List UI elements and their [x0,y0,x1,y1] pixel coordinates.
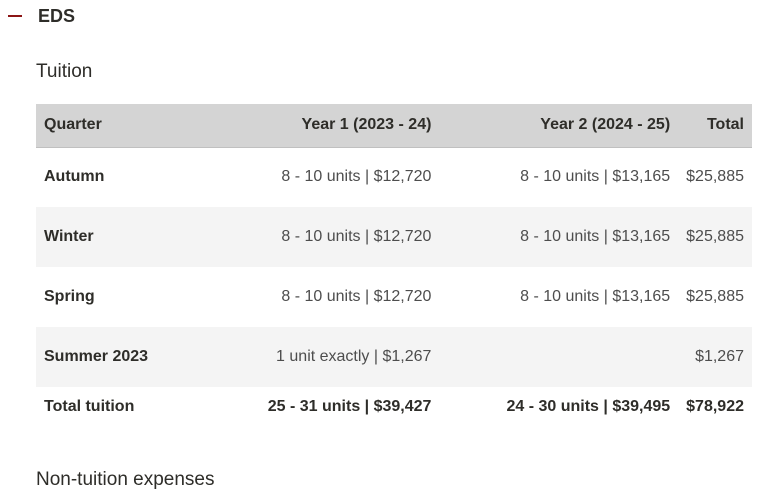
minus-icon[interactable] [8,15,22,17]
total-year1: 25 - 31 units | $39,427 [267,398,432,415]
total-total: $78,922 [686,398,744,415]
row-year2: 8 - 10 units | $13,165 [520,228,671,245]
row-year1: 8 - 10 units | $12,720 [281,228,432,245]
row-year2: 8 - 10 units | $13,165 [520,288,671,305]
total-quarter: Total tuition [44,398,135,415]
header-total: Total [678,104,752,148]
table-row: Spring 8 - 10 units | $12,720 8 - 10 uni… [36,267,752,327]
non-tuition-heading: Non-tuition expenses [36,469,215,490]
table-row: Autumn 8 - 10 units | $12,720 8 - 10 uni… [36,147,752,207]
row-total: $25,885 [686,288,744,305]
row-quarter: Spring [44,288,95,305]
table-row: Winter 8 - 10 units | $12,720 8 - 10 uni… [36,207,752,267]
row-year1: 8 - 10 units | $12,720 [281,168,432,186]
total-tuition-row: Total tuition 25 - 31 units | $39,427 24… [36,387,752,427]
header-year2: Year 2 (2024 - 25) [439,104,679,148]
tuition-heading: Tuition [36,61,93,82]
row-total: $1,267 [695,348,744,365]
row-year2: 8 - 10 units | $13,165 [520,168,671,186]
row-total: $25,885 [686,228,744,245]
row-year2 [439,327,678,387]
tuition-table: Quarter Year 1 (2023 - 24) Year 2 (2024 … [36,104,752,427]
table-row: Summer 2023 1 unit exactly | $1,267 $1,2… [36,327,752,387]
accordion-title[interactable]: EDS [38,6,76,26]
row-quarter: Winter [44,228,94,245]
table-header-row: Quarter Year 1 (2023 - 24) Year 2 (2024 … [36,104,752,148]
row-year1: 8 - 10 units | $12,720 [281,288,432,305]
header-quarter: Quarter [36,104,232,148]
row-quarter: Autumn [44,168,105,186]
row-total: $25,885 [686,168,744,186]
header-year1: Year 1 (2023 - 24) [231,104,440,148]
total-year2: 24 - 30 units | $39,495 [506,398,671,415]
row-year1: 1 unit exactly | $1,267 [276,348,432,365]
row-quarter: Summer 2023 [44,348,149,365]
